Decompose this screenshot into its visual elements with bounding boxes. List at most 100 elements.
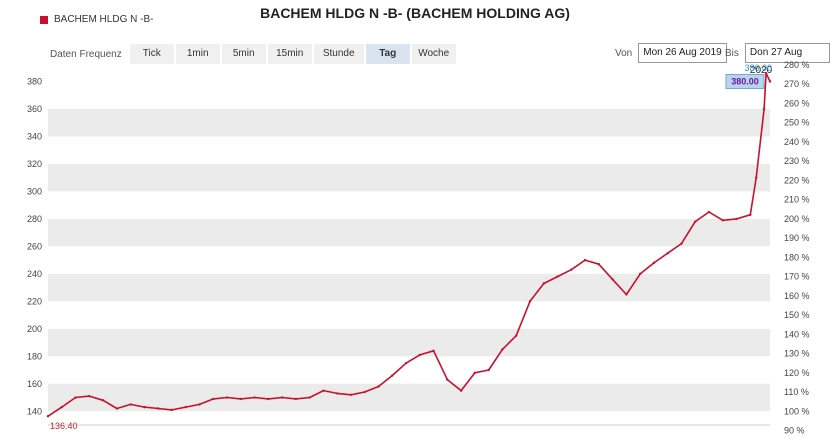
price-point (170, 408, 174, 412)
freq-button-tick[interactable]: Tick (129, 44, 174, 64)
y-tick-label-left: 180 (27, 351, 42, 361)
date-to-label: Bis (725, 47, 739, 59)
price-point (335, 392, 339, 395)
price-point (446, 378, 449, 381)
y-tick-label-right: 240 % (784, 137, 810, 147)
price-point (280, 396, 284, 399)
price-point (583, 258, 587, 262)
freq-button-stunde[interactable]: Stunde (313, 44, 364, 64)
grid-band (48, 273, 770, 302)
price-point (501, 348, 504, 351)
price-point (611, 278, 614, 281)
date-to: Bis Don 27 Aug 2020 (725, 43, 830, 76)
price-point (707, 210, 711, 214)
price-point (377, 385, 380, 388)
date-from-label: Von (615, 47, 633, 59)
y-tick-label-right: 180 % (784, 252, 810, 262)
freq-button-tag[interactable]: Tag (365, 44, 410, 64)
price-point (184, 405, 187, 409)
price-point (694, 220, 697, 223)
price-point (322, 389, 325, 392)
price-point (473, 371, 477, 374)
price-point (625, 293, 628, 296)
freq-button-woche[interactable]: Woche (411, 44, 456, 64)
high-price-label: 386.00 (744, 63, 772, 73)
y-tick-label-right: 100 % (784, 406, 810, 416)
y-tick-label-right: 130 % (784, 349, 810, 359)
freq-button-5min[interactable]: 5min (221, 44, 266, 64)
chart-title: BACHEM HLDG N -B- (BACHEM HOLDING AG) (260, 5, 570, 21)
price-point (225, 396, 229, 399)
y-tick-label-right: 200 % (784, 214, 810, 224)
chart-legend: BACHEM HLDG N -B- (40, 14, 153, 25)
price-point (115, 407, 119, 410)
low-price-label: 136.40 (50, 421, 78, 431)
price-point (652, 261, 656, 265)
price-point (570, 268, 573, 271)
price-point (101, 399, 105, 402)
y-tick-label-left: 200 (27, 324, 42, 334)
grid-band (48, 328, 770, 357)
legend-label: BACHEM HLDG N -B- (54, 14, 154, 25)
y-tick-label-right: 140 % (784, 329, 810, 339)
price-point (597, 263, 601, 266)
y-tick-label-right: 160 % (784, 291, 810, 301)
grid-band (48, 383, 770, 412)
date-from-input[interactable]: Mon 26 Aug 2019 (638, 43, 727, 63)
price-point (267, 397, 270, 401)
grid-band (48, 163, 770, 192)
price-point (404, 361, 408, 365)
price-point (762, 107, 766, 111)
price-point (363, 390, 366, 394)
price-point (721, 219, 724, 222)
price-point (542, 282, 545, 285)
price-series-line (47, 72, 771, 417)
y-tick-label-right: 280 % (784, 60, 810, 70)
price-point (156, 407, 160, 410)
y-tick-label-left: 220 (27, 296, 42, 306)
y-tick-label-right: 170 % (784, 272, 810, 282)
y-tick-label-right: 150 % (784, 310, 810, 320)
price-point (88, 394, 91, 398)
y-tick-label-left: 360 (27, 104, 42, 114)
frequency-toolbar: Daten Frequenz Tick 1min 5min 15min Stun… (50, 44, 458, 64)
price-point (143, 405, 146, 409)
y-tick-label-right: 110 % (784, 387, 809, 397)
price-point (487, 368, 490, 372)
price-point (749, 213, 752, 216)
y-tick-label-left: 140 (27, 406, 42, 416)
y-tick-label-right: 120 % (784, 368, 810, 378)
last-price-box (725, 73, 765, 89)
price-point (418, 353, 422, 357)
freq-button-15min[interactable]: 15min (267, 44, 312, 64)
price-point (391, 374, 394, 377)
price-point (755, 176, 758, 179)
price-point (666, 252, 669, 255)
price-point (60, 405, 63, 409)
price-point (212, 397, 215, 401)
y-tick-label-right: 270 % (784, 79, 810, 89)
price-point (768, 80, 772, 83)
freq-button-1min[interactable]: 1min (175, 44, 220, 64)
price-point (528, 300, 532, 303)
y-tick-label-right: 210 % (784, 195, 810, 205)
price-point (459, 389, 463, 392)
price-point (556, 275, 559, 278)
y-tick-label-left: 320 (27, 159, 42, 169)
date-to-input[interactable]: Don 27 Aug 2020 (744, 43, 830, 76)
y-tick-label-right: 260 % (784, 98, 810, 108)
last-price-label: 380.00 (731, 76, 759, 86)
y-tick-label-left: 300 (27, 186, 42, 196)
y-tick-label-left: 160 (27, 379, 42, 389)
price-point (46, 415, 50, 418)
price-point (515, 334, 518, 337)
price-point (129, 403, 132, 406)
price-point (74, 396, 77, 399)
grid-band (48, 218, 770, 247)
price-point (349, 393, 353, 396)
price-point (638, 272, 642, 276)
frequency-label: Daten Frequenz (50, 48, 122, 60)
date-from: Von Mon 26 Aug 2019 (615, 43, 727, 63)
legend-swatch (40, 15, 48, 24)
